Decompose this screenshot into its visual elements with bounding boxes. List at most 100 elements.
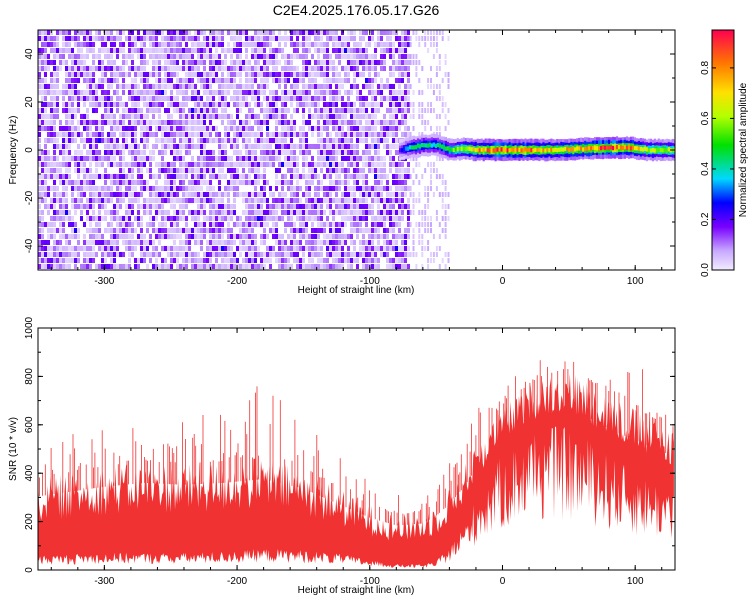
spectrogram-cell xyxy=(272,234,275,239)
spectrogram-cell xyxy=(203,144,206,149)
spectrogram-cell xyxy=(329,180,332,185)
spectrogram-cell xyxy=(329,234,332,239)
spectrogram-cell xyxy=(404,192,407,197)
spectrogram-cell xyxy=(365,96,368,101)
spectrogram-cell xyxy=(314,246,317,251)
spectrogram-cell xyxy=(140,90,143,95)
spectrogram-cell xyxy=(179,132,182,137)
spectrogram-cell xyxy=(206,42,209,47)
spectrogram-cell xyxy=(254,192,257,197)
spectrogram-cell xyxy=(290,234,293,239)
spectrogram-cell xyxy=(50,204,53,209)
spectrogram-cell xyxy=(424,210,426,215)
spectrogram-cell xyxy=(143,210,146,215)
spectrogram-cell xyxy=(404,264,407,269)
spectrogram-cell xyxy=(230,228,233,233)
spectrogram-cell xyxy=(338,78,341,83)
spectrogram-cell xyxy=(200,60,203,65)
spectrogram-cell xyxy=(371,84,374,89)
spectrogram-cell xyxy=(368,246,371,251)
spectrogram-cell xyxy=(263,192,266,197)
spectrogram-cell xyxy=(299,42,302,47)
spectrogram-cell xyxy=(365,60,368,65)
spectrogram-cell xyxy=(203,126,206,131)
spectrogram-cell xyxy=(410,186,412,191)
spectrogram-cell xyxy=(65,48,68,53)
spectrogram-cell xyxy=(350,150,353,155)
spectrogram-cell xyxy=(131,150,134,155)
spectrogram-cell xyxy=(68,246,71,251)
spectrogram-cell xyxy=(122,30,125,35)
signal-cell xyxy=(558,148,560,152)
spectrogram-cell xyxy=(53,186,56,191)
spectrogram-cell xyxy=(194,258,197,263)
spectrogram-cell xyxy=(221,162,224,167)
spectrogram-cell xyxy=(176,42,179,47)
spectrogram-cell xyxy=(263,84,266,89)
spectrogram-cell xyxy=(182,84,185,89)
spectrogram-cell xyxy=(95,198,98,203)
spectrogram-cell xyxy=(263,228,266,233)
spectrogram-cell xyxy=(368,156,371,161)
spectrogram-cell xyxy=(89,66,92,71)
spectrogram-cell xyxy=(281,192,284,197)
spectrogram-cell xyxy=(107,30,110,35)
spectrogram-cell xyxy=(335,36,338,41)
spectrogram-cell xyxy=(329,150,332,155)
spectrogram-cell xyxy=(260,78,263,83)
spectrogram-cell xyxy=(299,150,302,155)
spectrogram-cell xyxy=(65,84,68,89)
spectrogram-cell xyxy=(362,162,365,167)
spectrogram-cell xyxy=(320,90,323,95)
spectrogram-cell xyxy=(191,264,194,269)
spectrogram-cell xyxy=(368,240,371,245)
spectrogram-cell xyxy=(179,174,182,179)
spectrogram-cell xyxy=(212,72,215,77)
spectrogram-cell xyxy=(272,114,275,119)
spectrogram-cell xyxy=(311,42,314,47)
spectrogram-cell xyxy=(421,108,423,113)
spectrogram-cell xyxy=(335,108,338,113)
spectrogram-cell xyxy=(191,216,194,221)
colorbar-tick-label: 0.8 xyxy=(700,61,711,75)
spectrogram-cell xyxy=(77,72,80,77)
spectrogram-cell xyxy=(317,240,320,245)
spectrogram-cell xyxy=(436,84,438,89)
spectrogram-cell xyxy=(53,84,56,89)
spectrogram-cell xyxy=(329,36,332,41)
spectrogram-cell xyxy=(404,120,407,125)
spectrogram-cell xyxy=(341,198,344,203)
spectrogram-cell xyxy=(65,210,68,215)
spectrogram-cell xyxy=(131,186,134,191)
spectrogram-cell xyxy=(410,42,412,47)
spectrogram-cell xyxy=(137,162,140,167)
spectrogram-cell xyxy=(89,222,92,227)
spectrogram-cell xyxy=(410,102,412,107)
spectrogram-cell xyxy=(95,126,98,131)
spectrogram-cell xyxy=(439,96,441,101)
spectrogram-cell xyxy=(221,246,224,251)
signal-cell xyxy=(431,143,433,147)
spectrogram-cell xyxy=(293,108,296,113)
spectrogram-cell xyxy=(448,36,450,41)
spectrogram-cell xyxy=(326,168,329,173)
spectrogram-cell xyxy=(359,216,362,221)
spectrogram-cell xyxy=(383,228,386,233)
spectrogram-cell xyxy=(113,138,116,143)
spectrogram-cell xyxy=(392,120,395,125)
spectrogram-cell xyxy=(74,114,77,119)
spectrogram-cell xyxy=(92,132,95,137)
spectrogram-cell xyxy=(56,84,59,89)
spectrogram-cell xyxy=(206,198,209,203)
spectrogram-cell xyxy=(185,192,188,197)
spectrogram-cell xyxy=(227,192,230,197)
spectrogram-cell xyxy=(374,192,377,197)
spectrogram-cell xyxy=(308,180,311,185)
spectrogram-cell xyxy=(224,204,227,209)
spectrogram-cell xyxy=(317,108,320,113)
spectrogram-cell xyxy=(176,36,179,41)
spectrogram-cell xyxy=(239,84,242,89)
spectrogram-cell xyxy=(128,114,131,119)
spectrogram-cell xyxy=(188,234,191,239)
spectrogram-cell xyxy=(263,252,266,257)
